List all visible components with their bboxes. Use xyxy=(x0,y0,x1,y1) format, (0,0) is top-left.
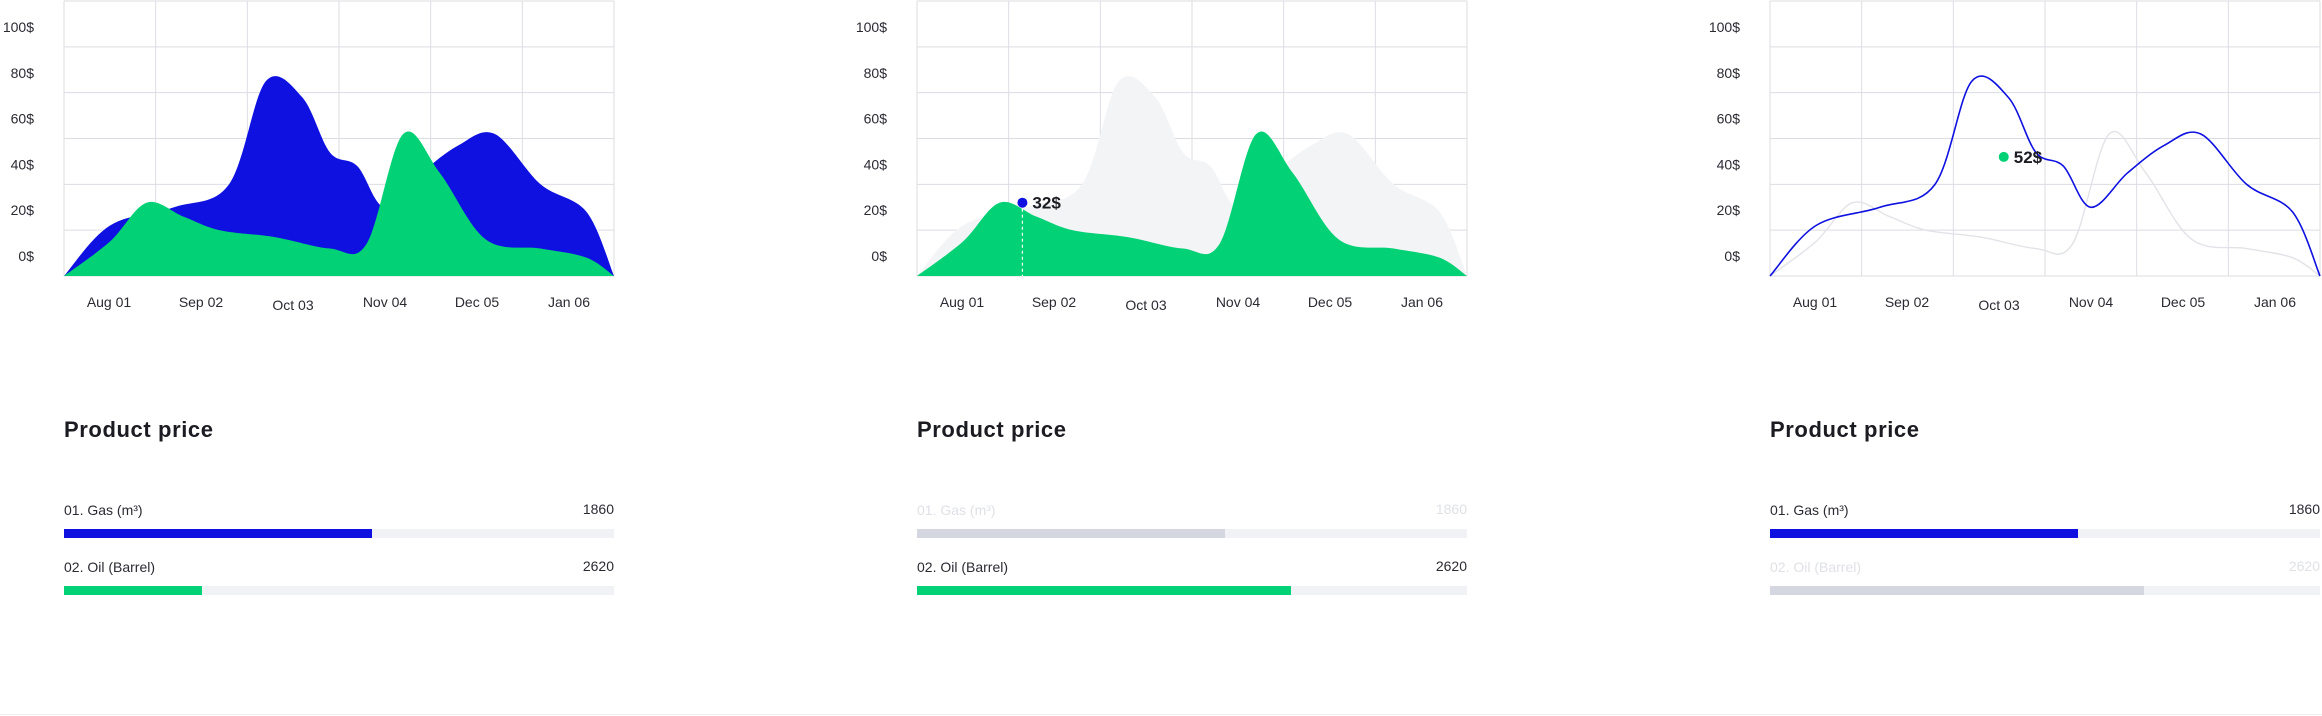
y-tick-label: 100$ xyxy=(1709,19,1740,35)
x-tick-label: Jan 06 xyxy=(2254,294,2296,310)
y-tick-label: 0$ xyxy=(18,248,34,264)
annotation-dot xyxy=(1017,197,1028,208)
bar-value: 2620 xyxy=(2288,558,2320,574)
x-tick-label: Oct 03 xyxy=(1978,297,2019,313)
x-tick-label: Jan 06 xyxy=(548,294,590,310)
annotation-label: 52$ xyxy=(2014,148,2043,167)
y-tick-label: 0$ xyxy=(871,248,887,264)
bar-label: 02. Oil (Barrel) xyxy=(64,559,156,575)
x-tick-label: Dec 05 xyxy=(455,294,500,310)
bar-value: 1860 xyxy=(1435,501,1467,517)
y-tick-label: 100$ xyxy=(3,19,34,35)
x-tick-label: Aug 01 xyxy=(940,294,985,310)
x-tick-label: Nov 04 xyxy=(2069,294,2114,310)
y-tick-label: 40$ xyxy=(1717,156,1741,172)
section-title: Product price xyxy=(917,417,1067,442)
y-tick-label: 80$ xyxy=(864,65,888,81)
y-tick-label: 20$ xyxy=(11,202,35,218)
price-panel-1: 0$ 20$ 40$ 60$ 80$ 100$ Aug 01 Sep 02 Oct 03 Nov … xyxy=(0,0,720,716)
y-tick-label: 0$ xyxy=(1724,248,1740,264)
y-tick-label: 80$ xyxy=(11,65,35,81)
line-chart-3: 0$ 20$ 40$ 60$ 80$ 100$ Aug 01 Sep 02 Oct 03 Nov … xyxy=(1709,0,2321,313)
y-tick-label: 80$ xyxy=(1717,65,1741,81)
x-tick-label: Oct 03 xyxy=(272,297,313,313)
x-tick-label: Aug 01 xyxy=(87,294,132,310)
bar-label: 01. Gas (m³) xyxy=(1770,502,1849,518)
bar-value: 1860 xyxy=(2288,501,2320,517)
progress-fill xyxy=(917,529,1225,538)
x-tick-label: Sep 02 xyxy=(1032,294,1077,310)
x-tick-label: Sep 02 xyxy=(1885,294,1930,310)
y-tick-label: 40$ xyxy=(864,156,888,172)
y-tick-label: 20$ xyxy=(864,202,888,218)
section-title: Product price xyxy=(1770,417,1920,442)
progress-track xyxy=(1770,586,2320,595)
progress-fill xyxy=(64,586,202,595)
x-tick-label: Jan 06 xyxy=(1401,294,1443,310)
section-title: Product price xyxy=(64,417,214,442)
y-tick-label: 20$ xyxy=(1717,202,1741,218)
progress-fill xyxy=(64,529,372,538)
progress-fill xyxy=(917,586,1291,595)
x-tick-label: Dec 05 xyxy=(2161,294,2206,310)
grid xyxy=(1769,0,2321,277)
y-tick-label: 60$ xyxy=(864,111,888,127)
area-series-2 xyxy=(917,131,1467,276)
area-series-2 xyxy=(64,131,614,276)
area-chart-1: 0$ 20$ 40$ 60$ 80$ 100$ Aug 01 Sep 02 Oct 03 Nov … xyxy=(3,0,615,313)
y-tick-label: 60$ xyxy=(11,111,35,127)
price-panel-2: 0$ 20$ 40$ 60$ 80$ 100$ Aug 01 Sep 02 Oct 03 Nov … xyxy=(853,0,1573,716)
annotation-label: 32$ xyxy=(1032,194,1061,213)
bar-value: 2620 xyxy=(582,558,614,574)
y-tick-label: 100$ xyxy=(856,19,887,35)
bar-label: 02. Oil (Barrel) xyxy=(1770,559,1862,575)
progress-track xyxy=(917,586,1467,595)
progress-fill xyxy=(1770,529,2078,538)
y-tick-label: 60$ xyxy=(1717,111,1741,127)
progress-track xyxy=(1770,529,2320,538)
x-tick-label: Oct 03 xyxy=(1125,297,1166,313)
line-series-1 xyxy=(1769,130,2321,277)
progress-fill xyxy=(1770,586,2144,595)
x-tick-label: Nov 04 xyxy=(1216,294,1261,310)
annotation-dot xyxy=(1998,151,2009,162)
bar-value: 2620 xyxy=(1435,558,1467,574)
x-tick-label: Sep 02 xyxy=(179,294,224,310)
price-panel-3: 0$ 20$ 40$ 60$ 80$ 100$ Aug 01 Sep 02 Oct 03 Nov … xyxy=(1706,0,2322,716)
x-tick-label: Nov 04 xyxy=(363,294,408,310)
bar-label: 01. Gas (m³) xyxy=(917,502,996,518)
area-chart-2: 0$ 20$ 40$ 60$ 80$ 100$ Aug 01 Sep 02 Oct 03 Nov … xyxy=(856,0,1468,313)
bar-label: 01. Gas (m³) xyxy=(64,502,143,518)
bar-label: 02. Oil (Barrel) xyxy=(917,559,1009,575)
bar-value: 1860 xyxy=(582,501,614,517)
line-series-2 xyxy=(1769,75,2321,277)
progress-track xyxy=(64,529,614,538)
progress-track xyxy=(64,586,614,595)
divider xyxy=(0,714,2322,715)
x-tick-label: Aug 01 xyxy=(1793,294,1838,310)
y-tick-label: 40$ xyxy=(11,156,35,172)
progress-track xyxy=(917,529,1467,538)
x-tick-label: Dec 05 xyxy=(1308,294,1353,310)
